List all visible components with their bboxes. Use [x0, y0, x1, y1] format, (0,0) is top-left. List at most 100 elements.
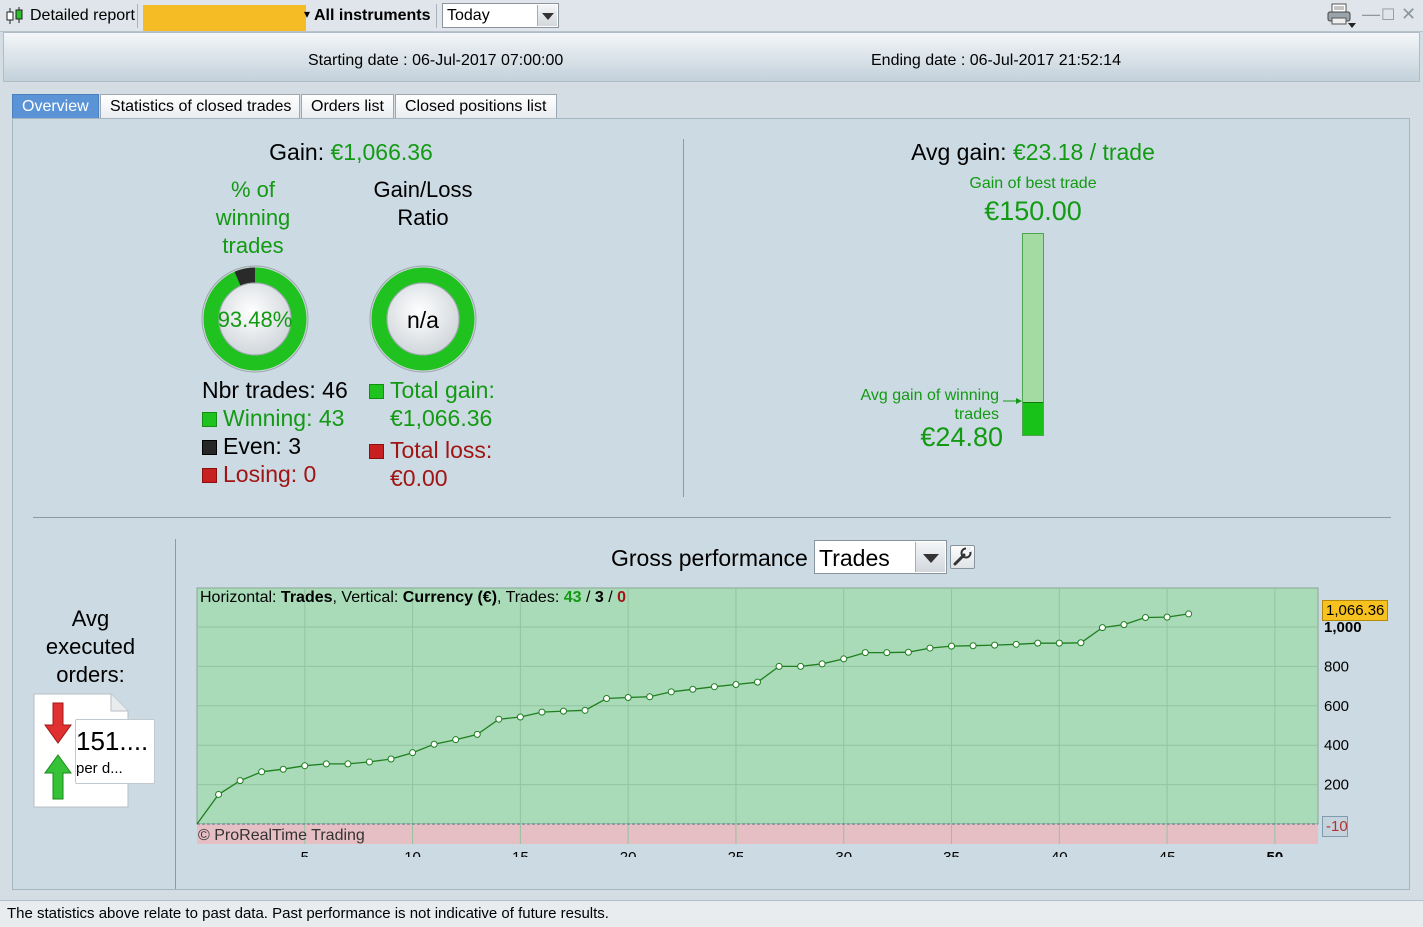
- data-point: [1077, 639, 1085, 647]
- y-tick-label: 400: [1324, 737, 1349, 754]
- data-point: [473, 730, 481, 738]
- winning-title-line: % of: [230, 177, 276, 202]
- data-point: [258, 768, 266, 776]
- period-select[interactable]: Today: [442, 3, 559, 28]
- gross-performance-chart: 5 10 15 20 25 30 35 40 45 50 200 400 600 800 1,000: [196, 587, 1362, 857]
- info-mid: , Vertical:: [332, 589, 403, 606]
- chart-settings-button[interactable]: [950, 545, 975, 569]
- close-icon[interactable]: ✕: [1401, 4, 1417, 24]
- avg-orders-title-line: executed: [45, 634, 136, 659]
- avg-win-gauge-fill: [1023, 401, 1043, 435]
- even-legend-swatch: [202, 440, 217, 455]
- printer-icon[interactable]: [1326, 3, 1356, 29]
- data-point: [603, 695, 611, 703]
- avg-orders-unit: per d...: [76, 760, 123, 777]
- info-horizontal: Trades: [280, 589, 333, 606]
- instrument-selector[interactable]: All instruments: [314, 7, 431, 24]
- instrument-dropdown-icon[interactable]: ▾: [304, 7, 311, 21]
- best-trade-value: €150.00: [984, 196, 1082, 226]
- even-arc: [234, 267, 256, 286]
- disclaimer-text: The statistics above relate to past data…: [7, 905, 609, 922]
- data-point: [624, 694, 632, 702]
- data-point: [1163, 613, 1171, 621]
- data-point: [559, 707, 567, 715]
- data-point: [452, 736, 460, 744]
- y-tick-label: 600: [1324, 698, 1349, 715]
- grid: [197, 588, 1318, 844]
- x-tick-label: 20: [620, 849, 637, 857]
- avg-orders-title: Avg executed orders:: [23, 605, 158, 689]
- tab-closed-positions-list[interactable]: Closed positions list: [395, 94, 557, 118]
- y-axis: 200 400 600 800 1,000: [1324, 619, 1362, 794]
- gain-heading: Gain: €1,066.36: [13, 139, 689, 166]
- gross-performance-title: Gross performance: [611, 545, 808, 571]
- data-point: [775, 662, 783, 670]
- gl-title-line: Gain/Loss: [373, 177, 473, 202]
- data-point: [732, 681, 740, 689]
- gain-value: €1,066.36: [330, 139, 433, 165]
- data-point: [991, 641, 999, 649]
- avg-win-label-line: trades: [954, 406, 999, 423]
- info-slash: /: [581, 589, 595, 606]
- x-tick-label: 35: [943, 849, 960, 857]
- data-point: [538, 708, 546, 716]
- data-point: [1055, 639, 1063, 647]
- tab-orders-list[interactable]: Orders list: [301, 94, 394, 118]
- data-point: [215, 790, 223, 798]
- data-point: [387, 755, 395, 763]
- total-gain-value: €1,066.36: [390, 405, 493, 431]
- status-bar: The statistics above relate to past data…: [0, 900, 1423, 927]
- avg-gain-gauge: [1022, 233, 1044, 436]
- minimize-icon[interactable]: —: [1362, 4, 1380, 24]
- data-point: [279, 765, 287, 773]
- total-gain-label-row: Total gain:: [369, 376, 495, 404]
- avg-win-value: €24.80: [920, 422, 1003, 452]
- chart-info-text: Horizontal: Trades, Vertical: Currency (…: [200, 589, 626, 607]
- ending-date: Ending date : 06-Jul-2017 21:52:14: [871, 52, 1121, 69]
- info-slash: /: [603, 589, 618, 606]
- overview-panel: Gain: €1,066.36 % of winning trades Gain…: [12, 118, 1410, 890]
- winning-count-text: Winning: 43: [223, 405, 345, 431]
- x-tick-label: 15: [512, 849, 529, 857]
- data-point: [1098, 624, 1106, 632]
- x-tick-label: 40: [1051, 849, 1068, 857]
- section-divider: [683, 139, 684, 497]
- data-point: [495, 715, 503, 723]
- gain-loss-totals: Total gain: €1,066.36 Total loss: €0.00: [369, 376, 495, 492]
- total-loss-value: €0.00: [390, 465, 448, 491]
- best-trade-label: Gain of best trade: [969, 175, 1097, 192]
- starting-date: Starting date : 06-Jul-2017 07:00:00: [308, 52, 564, 69]
- performance-mode-select[interactable]: Trades: [814, 540, 947, 574]
- x-axis: 5 10 15 20 25 30 35 40 45 50: [301, 849, 1284, 857]
- winning-pct-title: % of winning trades: [173, 176, 333, 260]
- data-point: [883, 649, 891, 657]
- period-dropdown-button[interactable]: [537, 5, 557, 26]
- data-point: [344, 760, 352, 768]
- total-loss-label-row: Total loss:: [369, 436, 495, 464]
- info-prefix: Horizontal:: [200, 589, 281, 606]
- data-point: [1120, 621, 1128, 629]
- arrow-right-icon: [1003, 398, 1022, 404]
- copyright-text: © ProRealTime Trading: [198, 827, 365, 844]
- tab-overview[interactable]: Overview: [12, 94, 99, 118]
- maximize-icon[interactable]: ☐: [1381, 7, 1396, 24]
- candlestick-icon: [6, 7, 23, 24]
- nbr-trades: Nbr trades: 46: [202, 377, 348, 403]
- tab-statistics-closed-trades[interactable]: Statistics of closed trades: [100, 94, 300, 118]
- data-point: [948, 642, 956, 650]
- data-point: [969, 642, 977, 650]
- losing-count-text: Losing: 0: [223, 461, 317, 487]
- redacted-area: [143, 5, 306, 31]
- avg-orders-title-line: Avg: [71, 606, 110, 631]
- mode-dropdown-button[interactable]: [915, 542, 945, 572]
- avg-gain-heading: Avg gain: €23.18 / trade: [733, 139, 1333, 166]
- data-point: [430, 740, 438, 748]
- gain-label: Gain:: [269, 139, 325, 165]
- section-divider: [175, 539, 176, 889]
- y-tick-label: 200: [1324, 777, 1349, 794]
- even-count: Even: 3: [202, 432, 348, 460]
- period-value: Today: [447, 7, 490, 24]
- data-point: [861, 649, 869, 657]
- loss-legend-swatch: [369, 444, 384, 459]
- x-tick-label: 50: [1267, 849, 1284, 857]
